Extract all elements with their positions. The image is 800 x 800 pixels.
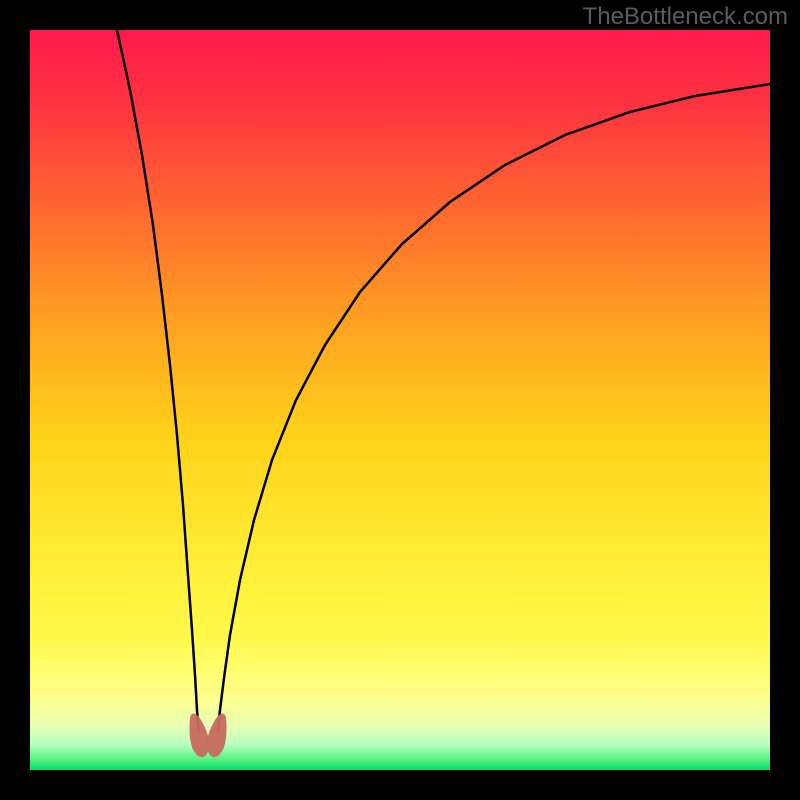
gradient-background bbox=[30, 30, 770, 770]
plot-area bbox=[30, 30, 770, 770]
plot-svg bbox=[30, 30, 770, 770]
watermark-text: TheBottleneck.com bbox=[583, 3, 788, 31]
